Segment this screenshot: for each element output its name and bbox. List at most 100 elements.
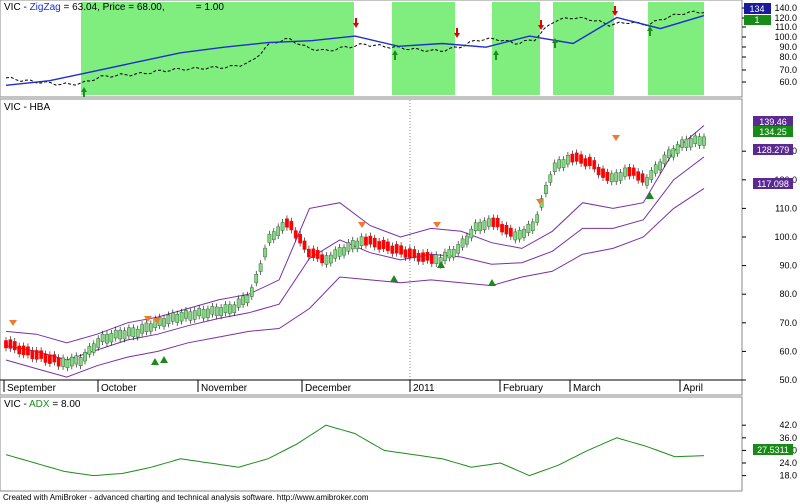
bear-candle [315, 249, 320, 259]
adx-pane[interactable]: VIC - ADX = 8.00 42.036.030.024.018.0 27… [0, 396, 797, 492]
bull-candle [232, 304, 237, 313]
bull-candle [487, 218, 491, 227]
sell-signal [358, 222, 366, 228]
bear-candle [504, 225, 509, 235]
sell-arrow [454, 28, 460, 38]
bull-candle [653, 164, 658, 174]
main-pane[interactable]: VIC - HBA 130.0120.0110.0100.090.080.070… [0, 98, 797, 396]
bear-candle [605, 171, 610, 181]
bull-candle [100, 333, 105, 342]
bear-candle [293, 230, 298, 239]
bull-candle [197, 308, 202, 317]
bull-candle [359, 236, 364, 246]
bull-candle [337, 247, 342, 257]
bear-candle [43, 353, 48, 363]
y-tick-label: 36.0 [779, 433, 797, 443]
value-badge-text: 139.46 [759, 117, 787, 127]
trade-zones [81, 2, 704, 95]
bear-candle [495, 218, 500, 228]
bear-candle [588, 156, 592, 167]
buy-arrow [647, 26, 653, 36]
bull-candle [456, 244, 461, 254]
bull-candle [131, 327, 136, 337]
x-tick-label: 2011 [413, 383, 435, 394]
top-pane[interactable]: VIC - ZigZag = 63.04, Price = 68.00, Tra… [0, 0, 797, 98]
bear-candle [307, 248, 311, 258]
bear-candle [601, 168, 605, 178]
value-badge [753, 144, 793, 155]
bull-candle [645, 177, 649, 186]
bull-candle [280, 222, 285, 231]
bear-candle [408, 248, 412, 258]
y-tick-label: 80.0 [779, 289, 797, 299]
top-trade-badge-text: 1 [754, 15, 759, 25]
y-tick-label: 42.0 [779, 420, 797, 430]
bull-candle [179, 311, 184, 322]
value-badge [753, 126, 793, 137]
adx-badge-text: 27.5311 [757, 445, 789, 455]
bull-candle [346, 242, 351, 252]
bull-candle [241, 295, 245, 305]
bull-candle [513, 231, 518, 241]
bull-candle [228, 304, 232, 314]
y-tick-label: 60.0 [779, 346, 797, 356]
sell-signal [536, 199, 544, 205]
bear-candle [500, 224, 504, 233]
bear-candle [636, 171, 641, 181]
buy-arrow [81, 87, 87, 97]
bull-candle [254, 274, 259, 284]
bull-candle [271, 231, 276, 241]
buy-arrow [493, 50, 499, 60]
bull-candle [342, 247, 346, 256]
x-tick-label: November [201, 383, 248, 394]
y-tick-label: 110.0 [775, 203, 797, 213]
bear-candle [8, 339, 13, 349]
bull-candle [623, 167, 627, 177]
main-pane-frame [0, 98, 743, 396]
bull-candle [671, 148, 676, 158]
bear-candle [30, 350, 35, 359]
bear-candle [26, 346, 30, 356]
bear-candle [416, 252, 421, 262]
bull-candle [688, 138, 693, 148]
trade-zone [392, 2, 455, 95]
bear-candle [631, 167, 636, 176]
y-tick-label: 70.0 [779, 65, 797, 75]
bear-candle [368, 235, 373, 245]
bear-candle [508, 227, 513, 237]
bear-candle [574, 152, 579, 162]
zigzag-line [5, 14, 705, 86]
sell-signal [144, 316, 152, 322]
bull-candle [276, 226, 281, 236]
bull-candle [69, 356, 74, 367]
sell-signal [153, 318, 161, 324]
bear-candle [34, 350, 39, 360]
bear-candle [17, 345, 22, 355]
x-axis: September October November December 2011 Febr… [3, 380, 703, 394]
bull-candle [201, 309, 206, 319]
bull-candle [473, 222, 478, 232]
bull-candle [245, 295, 250, 304]
trade-zone [553, 2, 614, 95]
bull-candle [667, 149, 671, 159]
y-tick-label: 140.0 [774, 3, 797, 13]
bear-candle [596, 166, 601, 176]
buy-signal [151, 358, 159, 365]
bollinger-upper [5, 125, 705, 344]
bear-candle [372, 237, 377, 248]
bull-candle [223, 304, 228, 313]
bull-candle [78, 357, 83, 366]
bull-candle [61, 357, 65, 367]
bull-candle [105, 334, 109, 344]
bull-candle [113, 329, 118, 339]
trade-zone [648, 2, 704, 95]
y-tick-label: 90.0 [779, 261, 797, 271]
bollinger-lower [5, 187, 705, 378]
value-badge-text: 134.25 [759, 127, 787, 137]
y-tick-label: 120.0 [774, 13, 797, 23]
bear-candle [412, 249, 417, 259]
y-tick-label: 50.0 [779, 375, 797, 385]
bull-candle [175, 313, 180, 323]
